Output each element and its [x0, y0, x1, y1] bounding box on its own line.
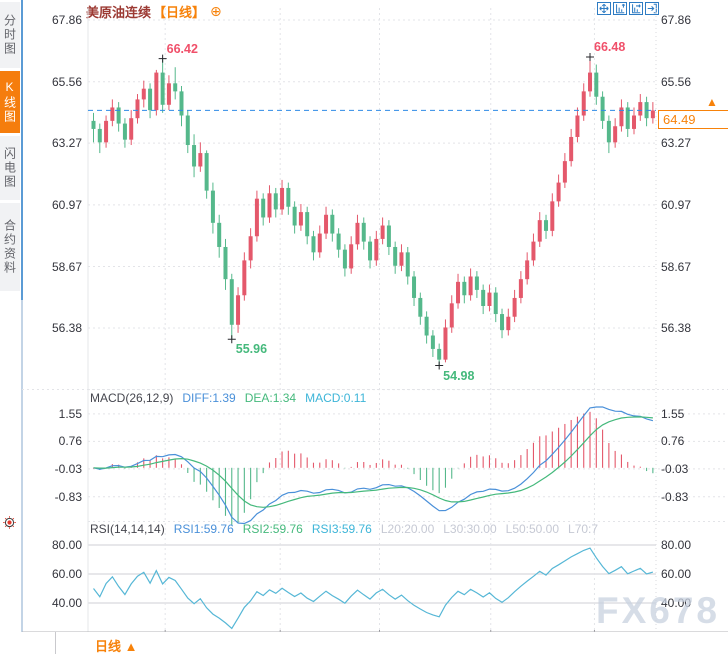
price-axis-label-left: 60.97	[51, 197, 82, 212]
price-axis-label-right: 56.38	[661, 321, 692, 335]
macd-axis-label-left: 0.76	[58, 434, 82, 449]
rsi-rsi3: RSI3:59.76	[311, 522, 372, 536]
price-axis-label-right: 67.86	[661, 13, 692, 27]
macd-axis-label-right: -0.03	[661, 461, 689, 476]
last-price-tag: 64.49	[658, 110, 728, 129]
sidebar-tab-3[interactable]: 闪电图	[0, 136, 20, 200]
price-axis-label-left: 67.86	[51, 13, 82, 27]
macd-macd: MACD:0.11	[305, 391, 367, 405]
macd-diff: DIFF:1.39	[182, 391, 236, 405]
macd-axis-label-right: 1.55	[661, 406, 685, 421]
rsi-axis-label-left: 40.00	[51, 596, 82, 610]
rsi-l30: L30:30.00	[443, 522, 497, 536]
sidebar-divider-lower	[21, 300, 23, 632]
price-low-annotation: 55.96	[235, 342, 268, 357]
rsi-label: RSI(14,14,14)	[90, 522, 165, 536]
price-axis-label-right: 58.67	[661, 259, 692, 274]
macd-axis-label-left: -0.83	[54, 489, 82, 504]
auto-scale-y-icon[interactable]	[613, 2, 627, 15]
rsi-axis-label-right: 80.00	[661, 538, 692, 552]
macd-axis-label-left: 1.55	[58, 406, 82, 421]
price-low-annotation: 54.98	[443, 368, 475, 383]
price-axis-label-left: 56.38	[51, 321, 82, 335]
sidebar-tab-1[interactable]: 分时图	[0, 2, 20, 68]
sidebar-tab-4[interactable]: 合约资料	[0, 203, 20, 291]
chevron-up-icon: ▲	[124, 639, 138, 654]
rsi-indicator-header: RSI(14,14,14) RSI1:59.76 RSI2:59.76 RSI3:59…	[90, 522, 598, 536]
rsi-rsi2: RSI2:59.76	[242, 522, 303, 536]
price-axis-label-left: 65.56	[51, 74, 82, 89]
rsi-l20: L20:20.00	[380, 522, 435, 536]
rsi-axis-label-left: 60.00	[51, 567, 82, 581]
pan-icon[interactable]	[597, 2, 611, 15]
rsi-l70: L70:7	[568, 522, 599, 536]
add-compare-icon[interactable]: ⊕	[210, 3, 222, 19]
indicator-settings-icon[interactable]	[3, 516, 16, 534]
price-axis-label-right: 63.27	[661, 136, 692, 151]
watermark: FX678	[596, 590, 721, 631]
last-price-value: 64.49	[663, 112, 696, 127]
rsi-axis-label-left: 80.00	[51, 538, 82, 552]
price-axis-label-left: 63.27	[51, 136, 82, 151]
price-axis-label-right: 65.56	[661, 74, 692, 89]
macd-indicator-header: MACD(26,12,9) DIFF:1.39 DEA:1.34 MACD:0.11	[90, 391, 366, 405]
price-axis-label-right: 60.97	[661, 197, 692, 212]
sidebar-divider	[21, 0, 23, 300]
rsi-axis-label-right: 40.00	[661, 596, 692, 610]
rsi-rsi1: RSI1:59.76	[173, 522, 234, 536]
sidebar-tab-2[interactable]: K线图	[0, 71, 20, 133]
candles[interactable]	[91, 57, 655, 366]
rsi-l50: L50:50.00	[505, 522, 560, 536]
instrument-title: 美原油连续	[86, 5, 152, 20]
period-selector-button[interactable]: 日线 ▲	[95, 636, 138, 654]
scroll-to-latest-button[interactable]: ▲	[706, 95, 718, 109]
macd-axis-label-right: -0.83	[661, 489, 689, 504]
macd-label: MACD(26,12,9)	[90, 391, 174, 405]
period-selector-label: 日线	[95, 639, 122, 654]
macd-dea: DEA:1.34	[244, 391, 297, 405]
auto-scale-x-icon[interactable]	[629, 2, 643, 15]
chart-header: 美原油连续 【日线】 ⊕	[86, 2, 222, 21]
rsi-axis-label-right: 60.00	[661, 567, 692, 581]
sidebar: 分时图 K线图闪电图合约资料	[0, 0, 21, 654]
price-high-annotation: 66.42	[166, 41, 198, 56]
price-axis-label-left: 58.67	[51, 259, 82, 274]
period-tag: 【日线】	[153, 5, 206, 20]
macd-axis-label-left: -0.03	[54, 461, 82, 476]
bottom-bar-divider	[55, 632, 56, 654]
price-high-annotation: 66.48	[594, 40, 626, 55]
macd-axis-label-right: 0.76	[661, 434, 685, 449]
time-axis-bar	[0, 632, 728, 654]
